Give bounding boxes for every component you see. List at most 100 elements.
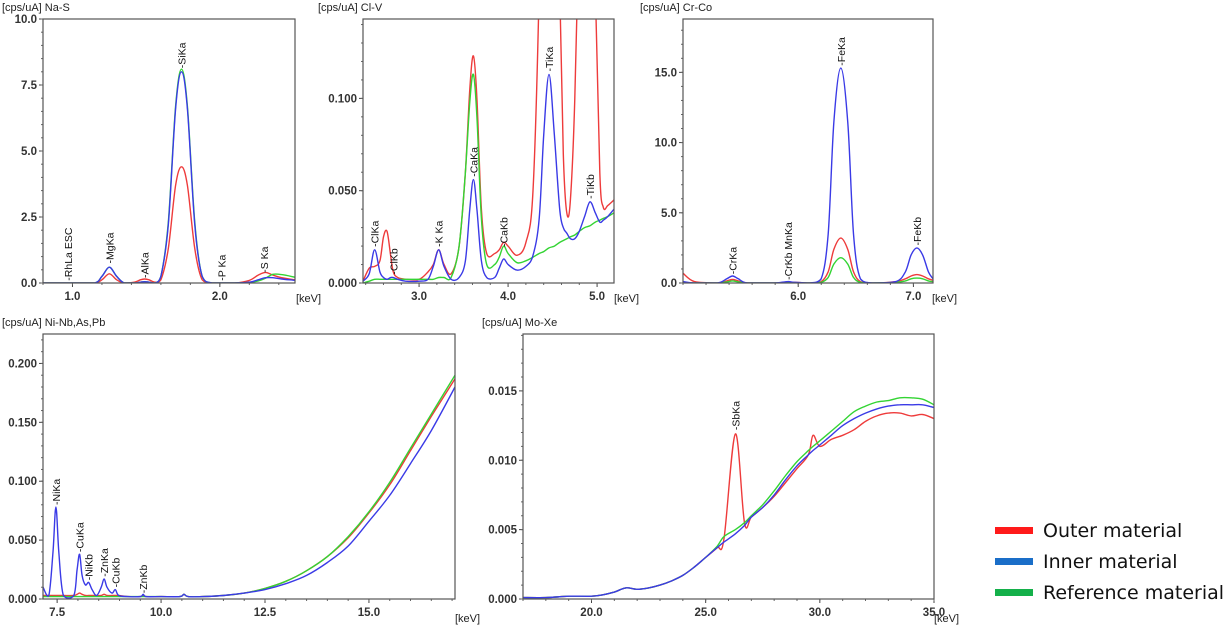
spectrum-panel-4: [cps/uA] Ni-Nb,As,Pb [keV] 0.000 0.050 0.100…	[2, 317, 480, 625]
y-tick-label: 10.0	[15, 14, 37, 26]
spectrum-panel-1: [cps/uA] Na-S [keV] 0.0 2.5 5.0 7.5 10.0 1.0 2.0…	[2, 2, 321, 305]
series-line-reference-material	[43, 68, 295, 283]
panel-title: [cps/uA] Na-S	[2, 2, 70, 14]
peak-label: -ZnKb	[138, 565, 150, 594]
spectrum-panel-5: [cps/uA] Mo-Xe [keV] 0.000 0.005 0.010 0.015 2…	[482, 317, 959, 625]
y-tick-label: 0.000	[8, 594, 37, 606]
y-tick-label: 0.100	[8, 476, 37, 488]
plot-frame	[362, 18, 615, 284]
x-tick-label: 15.0	[358, 607, 380, 619]
x-tick-label: 2.0	[212, 291, 228, 303]
legend-item-outer: Outer material	[995, 515, 1224, 546]
peak-label: -CrKa	[728, 247, 740, 275]
x-axis-unit: [keV]	[455, 613, 480, 625]
peak-label: -CrKb MnKa	[783, 222, 795, 280]
y-tick-label: 7.5	[21, 80, 38, 92]
x-axis-unit: [keV]	[296, 293, 321, 305]
y-tick-label: 0.015	[488, 386, 517, 398]
y-tick-label: 2.5	[21, 212, 38, 224]
series-line-outer-material	[523, 412, 934, 599]
y-tick-label: 5.0	[661, 208, 677, 220]
peak-label: -S Ka	[259, 246, 271, 272]
y-tick-label: 0.0	[661, 278, 677, 290]
series-line-inner-material	[363, 73, 614, 283]
series-line-outer-material	[683, 237, 933, 283]
y-tick-label: 0.010	[488, 455, 517, 467]
y-tick-label: 0.200	[8, 358, 37, 370]
x-tick-label: 4.0	[500, 291, 516, 303]
spectrum-panel-3: [cps/uA] Cr-Co [keV] 0.0 5.0 10.0 15.0 6.0 7.0 -…	[640, 2, 957, 305]
spectrum-panel-2: [cps/uA] Cl-V [keV] 0.000 0.050 0.100 3.0 4.0 5…	[318, 2, 639, 305]
peak-label: -FeKb	[912, 217, 924, 246]
y-tick-label: 0.005	[488, 525, 517, 537]
peak-label: -CaKb	[499, 217, 511, 247]
legend-label: Outer material	[1043, 519, 1183, 542]
x-tick-label: 5.0	[589, 291, 605, 303]
x-axis-unit: [keV]	[932, 293, 957, 305]
y-tick-label: 0.050	[328, 186, 357, 198]
peak-label: -SiKa	[177, 42, 189, 68]
x-tick-label: 7.5	[49, 607, 66, 619]
panel-title: [cps/uA] Cr-Co	[640, 2, 712, 14]
peak-label: -CaKa	[468, 147, 480, 177]
legend-label: Inner material	[1043, 550, 1178, 573]
x-axis-unit: [keV]	[934, 613, 959, 625]
series-line-inner-material	[683, 67, 933, 283]
plot-frame	[42, 18, 296, 284]
y-tick-label: 0.100	[328, 93, 357, 105]
y-tick-label: 5.0	[21, 146, 37, 158]
x-tick-label: 3.0	[411, 291, 427, 303]
series-line-reference-material	[363, 73, 614, 283]
legend: Outer material Inner material Reference …	[995, 515, 1224, 608]
peak-label: -MgKa	[104, 232, 116, 263]
legend-item-inner: Inner material	[995, 546, 1224, 577]
x-tick-label: 20.0	[580, 607, 602, 619]
legend-label: Reference material	[1043, 581, 1225, 604]
peak-label: -SbKa	[730, 401, 742, 430]
peak-label: -P Ka	[216, 254, 228, 280]
peak-label: -TiKa	[544, 47, 556, 72]
series-line-outer-material	[363, 19, 614, 282]
peak-label: -TiKb	[585, 174, 597, 199]
legend-swatch-outer	[995, 527, 1033, 534]
x-tick-label: 25.0	[694, 607, 716, 619]
y-tick-label: 0.0	[21, 278, 37, 290]
panel-title: [cps/uA] Cl-V	[318, 2, 383, 14]
peak-label: -ZnKa	[99, 548, 111, 577]
series-line-reference-material	[683, 256, 933, 283]
y-tick-label: 10.0	[655, 138, 677, 150]
x-tick-label: 1.0	[64, 291, 80, 303]
peak-label: -NiKa	[51, 479, 63, 505]
legend-item-reference: Reference material	[995, 577, 1224, 608]
peak-label: -ClKb	[388, 248, 400, 274]
panel-title: [cps/uA] Ni-Nb,As,Pb	[2, 317, 105, 329]
series-line-outer-material	[43, 166, 295, 283]
legend-swatch-inner	[995, 558, 1033, 565]
panel-title: [cps/uA] Mo-Xe	[482, 317, 557, 329]
peak-label: -RhLa ESC	[63, 227, 75, 281]
x-tick-label: 7.0	[905, 291, 921, 303]
peak-label: -K Ka	[434, 220, 446, 246]
peak-label: -AlKa	[140, 252, 152, 278]
peak-label: -CuKb	[110, 557, 122, 587]
peak-label: -ClKa	[370, 220, 382, 246]
legend-swatch-reference	[995, 589, 1033, 596]
y-tick-label: 0.000	[488, 594, 517, 606]
y-tick-label: 0.150	[8, 417, 37, 429]
series-line-inner-material	[43, 71, 295, 283]
plot-frame	[42, 333, 456, 600]
y-tick-label: 15.0	[655, 67, 677, 79]
series-line-inner-material	[523, 403, 934, 599]
x-tick-label: 6.0	[790, 291, 806, 303]
peak-label: -FeKa	[836, 37, 848, 66]
series-line-inner-material	[43, 386, 455, 599]
x-axis-unit: [keV]	[614, 293, 639, 305]
plot-frame	[682, 18, 934, 284]
y-tick-label: 0.000	[328, 278, 357, 290]
y-tick-label: 0.050	[8, 535, 37, 547]
peak-label: -CuKa	[75, 522, 87, 552]
peak-label: -NiKb	[84, 554, 96, 580]
x-tick-label: 35.0	[923, 607, 945, 619]
x-tick-label: 10.0	[150, 607, 172, 619]
